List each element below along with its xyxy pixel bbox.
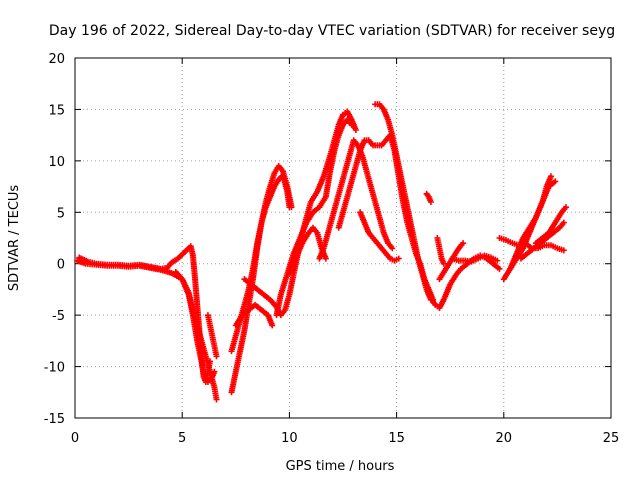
- y-tick-label: 20: [48, 52, 65, 67]
- y-tick-label: -10: [44, 361, 65, 376]
- chart-title: Day 196 of 2022, Sidereal Day-to-day VTE…: [49, 23, 615, 39]
- data-point: [562, 204, 569, 211]
- data-point: [286, 204, 293, 211]
- data-point: [348, 121, 355, 128]
- data-point: [440, 260, 447, 267]
- y-tick-label: 10: [48, 155, 65, 170]
- y-tick-label: -15: [44, 412, 65, 427]
- data-point: [560, 247, 567, 254]
- data-point: [269, 322, 276, 329]
- y-tick-label: 5: [57, 206, 65, 221]
- data-point: [552, 178, 559, 185]
- x-tick-label: 10: [281, 431, 298, 446]
- series-track-21: [507, 173, 554, 272]
- data-point: [352, 127, 359, 133]
- x-axis-label: GPS time / hours: [286, 459, 395, 474]
- data-point: [213, 396, 220, 403]
- series-track-11: [316, 137, 396, 262]
- x-tick-label: 15: [388, 431, 405, 446]
- series-track-9: [273, 116, 355, 319]
- plot-frame: [74, 57, 612, 419]
- series-track-23: [532, 204, 569, 247]
- series-track-15: [423, 190, 434, 205]
- axis-ticks: 0 5 10 15 20 25 -15 -10 -5 0 5 10 15 20: [44, 52, 620, 446]
- data-point: [496, 265, 503, 272]
- series-track-24: [496, 235, 567, 254]
- data-point: [460, 240, 467, 247]
- x-tick-label: 20: [496, 431, 513, 446]
- data-point: [560, 219, 567, 226]
- data-point: [547, 173, 554, 180]
- series-track-19: [449, 252, 501, 265]
- y-axis-label: SDTVAR / TECUs: [7, 185, 22, 292]
- series-track-2: [76, 243, 214, 385]
- y-tick-label: -5: [52, 309, 65, 324]
- x-tick-label: 0: [71, 431, 79, 446]
- series-track-13: [357, 209, 402, 264]
- data-point: [213, 353, 220, 360]
- series-track-4: [204, 312, 220, 360]
- series-track-7: [232, 301, 276, 329]
- data-point: [322, 255, 329, 262]
- data-point: [395, 255, 402, 262]
- data-point: [494, 257, 501, 264]
- x-tick-label: 25: [603, 431, 620, 446]
- series-track-18: [434, 235, 447, 267]
- data-points: [74, 101, 569, 403]
- series-track-17: [436, 240, 467, 283]
- y-tick-label: 15: [48, 103, 65, 118]
- data-point: [389, 245, 396, 252]
- series-track-14: [372, 101, 434, 303]
- series-track-6: [228, 172, 293, 355]
- x-tick-label: 5: [178, 431, 186, 446]
- y-tick-label: 0: [57, 258, 65, 273]
- series-track-3: [172, 268, 220, 403]
- data-point: [427, 199, 434, 205]
